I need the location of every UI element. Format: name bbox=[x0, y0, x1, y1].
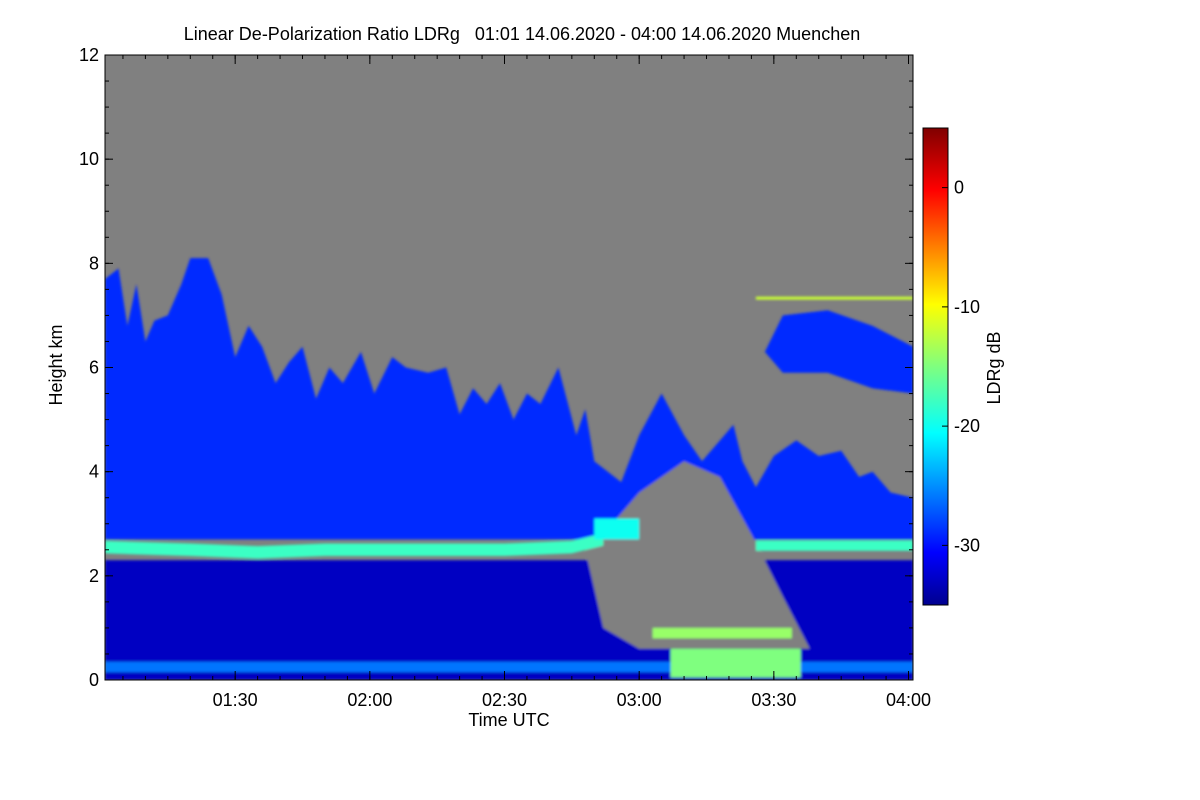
melting-layer-band-right bbox=[755, 540, 913, 551]
plot-area bbox=[105, 55, 913, 680]
colorbar-tick-label: -10 bbox=[954, 297, 980, 317]
y-tick-label: 4 bbox=[89, 462, 99, 482]
colorbar-gradient bbox=[922, 127, 949, 606]
x-tick-label: 02:30 bbox=[482, 690, 527, 710]
y-tick-label: 10 bbox=[79, 149, 99, 169]
melting-layer-bright-patch bbox=[594, 518, 640, 540]
colorbar-tick-label: -30 bbox=[954, 535, 980, 555]
chart-title: Linear De-Polarization Ratio LDRg 01:01 … bbox=[184, 24, 860, 44]
colorbar-ticks: 0 -10 -20 -30 bbox=[942, 178, 980, 555]
y-tick-label: 6 bbox=[89, 358, 99, 378]
near-surface-echo-line bbox=[652, 627, 792, 639]
near-surface-echoes bbox=[670, 648, 801, 678]
x-tick-label: 01:30 bbox=[213, 690, 258, 710]
no-echo-gap bbox=[585, 461, 810, 649]
x-tick-label: 03:30 bbox=[751, 690, 796, 710]
melting-layer-band bbox=[105, 533, 604, 559]
surface-clutter-band bbox=[105, 661, 913, 673]
colorbar-label: LDRg dB bbox=[984, 331, 1004, 404]
x-axis: 01:30 02:00 02:30 03:00 03:30 04:00 bbox=[122, 55, 931, 710]
y-tick-label: 2 bbox=[89, 566, 99, 586]
y-tick-label: 12 bbox=[79, 45, 99, 65]
y-axis-label: Height km bbox=[46, 324, 66, 405]
colorbar-tick-label: -20 bbox=[954, 416, 980, 436]
y-tick-label: 8 bbox=[89, 253, 99, 273]
stratiform-cloud-region bbox=[105, 258, 913, 540]
heatmap-layers bbox=[105, 258, 913, 680]
x-tick-label: 02:00 bbox=[347, 690, 392, 710]
y-axis: 0 2 4 6 8 10 12 bbox=[79, 45, 913, 690]
colorbar: 0 -10 -20 -30 LDRg dB bbox=[922, 127, 1004, 606]
upper-cloud-patch bbox=[764, 310, 913, 394]
thin-high-layer bbox=[755, 296, 913, 300]
x-tick-label: 03:00 bbox=[617, 690, 662, 710]
y-tick-label: 0 bbox=[89, 670, 99, 690]
colorbar-tick-label: 0 bbox=[954, 178, 964, 198]
x-axis-label: Time UTC bbox=[468, 710, 549, 730]
x-tick-label: 04:00 bbox=[886, 690, 931, 710]
